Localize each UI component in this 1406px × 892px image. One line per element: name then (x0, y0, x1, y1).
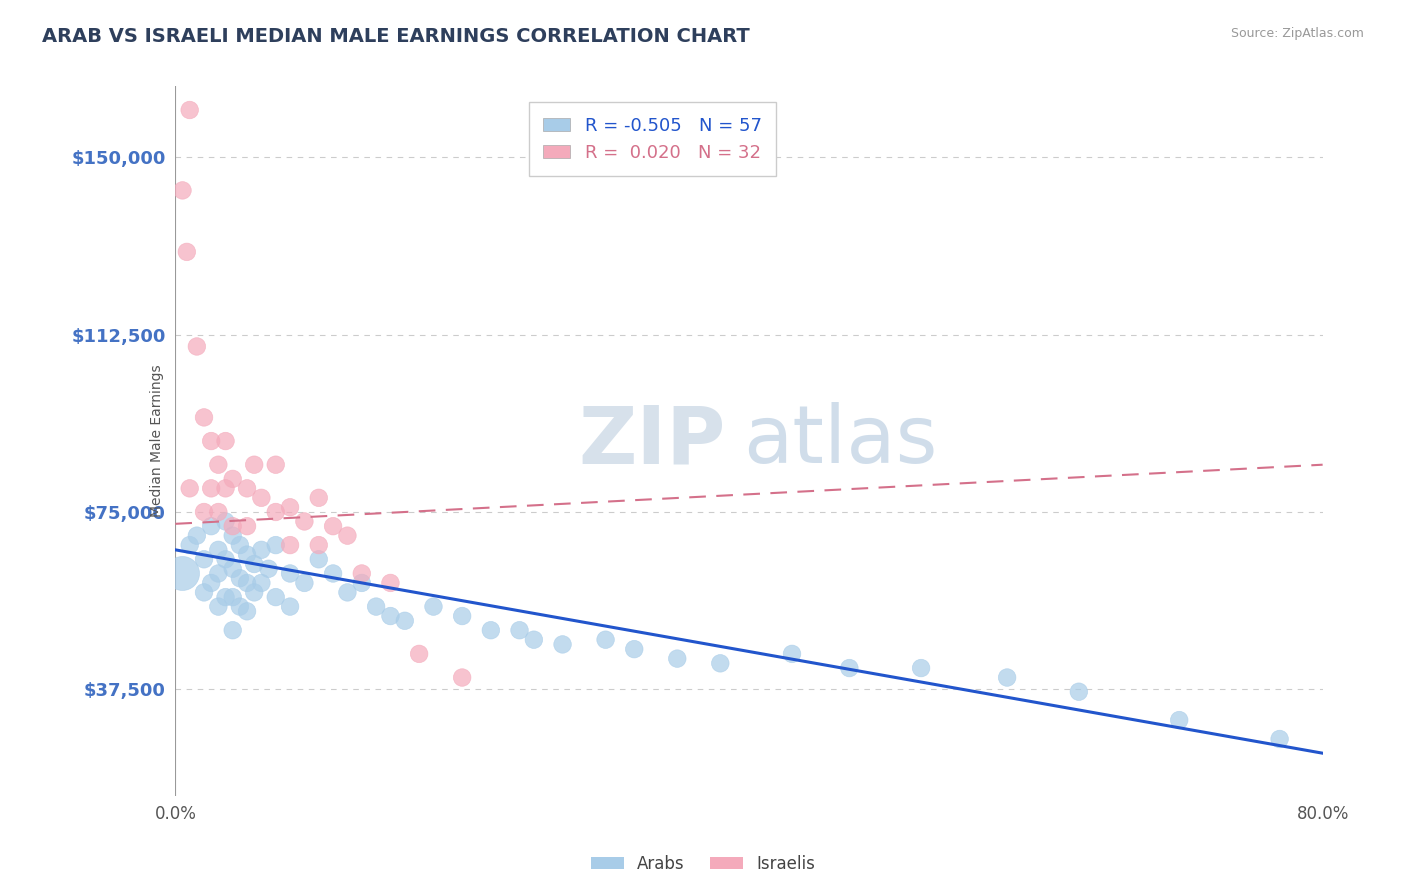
Point (394, 614, 416, 628)
Point (214, 434, 236, 448)
Point (222, 562, 245, 576)
Point (623, 642, 645, 657)
Point (179, 103, 201, 117)
Point (222, 528, 245, 542)
Point (214, 590, 236, 604)
Point (236, 548, 259, 562)
Point (523, 632, 546, 647)
Point (278, 599, 301, 614)
Point (322, 519, 344, 533)
Text: atlas: atlas (744, 402, 938, 480)
Point (222, 519, 245, 533)
Point (294, 515, 316, 529)
Legend: R = -0.505   N = 57, R =  0.020   N = 32: R = -0.505 N = 57, R = 0.020 N = 32 (529, 103, 776, 177)
Point (193, 505, 215, 519)
Point (193, 410, 215, 425)
Point (264, 505, 287, 519)
Point (551, 637, 574, 651)
Point (408, 647, 430, 661)
Point (214, 515, 236, 529)
Point (207, 566, 229, 581)
Point (207, 458, 229, 472)
Point (257, 562, 280, 576)
Point (250, 576, 273, 591)
Point (308, 538, 330, 552)
Y-axis label: Median Male Earnings: Median Male Earnings (150, 365, 165, 517)
Text: ARAB VS ISRAELI MEDIAN MALE EARNINGS CORRELATION CHART: ARAB VS ISRAELI MEDIAN MALE EARNINGS COR… (42, 27, 749, 45)
Point (172, 566, 194, 581)
Point (422, 599, 444, 614)
Point (214, 481, 236, 495)
Point (200, 481, 222, 495)
Point (666, 651, 689, 665)
Point (229, 538, 252, 552)
Point (838, 661, 860, 675)
Point (200, 519, 222, 533)
Point (479, 624, 502, 638)
Point (186, 339, 208, 353)
Point (451, 609, 474, 624)
Point (229, 571, 252, 585)
Point (229, 599, 252, 614)
Point (366, 599, 388, 614)
Point (264, 590, 287, 604)
Point (308, 552, 330, 566)
Point (264, 458, 287, 472)
Point (322, 566, 344, 581)
Text: ZIP: ZIP (579, 402, 725, 480)
Point (222, 472, 245, 486)
Point (780, 647, 803, 661)
Point (709, 657, 731, 671)
Point (243, 557, 266, 571)
Point (243, 585, 266, 599)
Text: Source: ZipAtlas.com: Source: ZipAtlas.com (1230, 27, 1364, 40)
Point (236, 604, 259, 618)
Point (1067, 684, 1090, 698)
Point (294, 576, 316, 591)
Point (179, 538, 201, 552)
Point (236, 576, 259, 591)
Point (176, 244, 198, 259)
Point (278, 538, 301, 552)
Point (207, 599, 229, 614)
Point (179, 481, 201, 495)
Point (264, 538, 287, 552)
Point (193, 585, 215, 599)
Point (995, 671, 1018, 685)
Point (451, 671, 474, 685)
Point (350, 576, 373, 591)
Point (222, 590, 245, 604)
Legend: Arabs, Israelis: Arabs, Israelis (583, 848, 823, 880)
Point (250, 491, 273, 505)
Point (278, 500, 301, 515)
Point (207, 505, 229, 519)
Point (350, 566, 373, 581)
Point (222, 624, 245, 638)
Point (1268, 731, 1291, 746)
Point (243, 458, 266, 472)
Point (910, 661, 932, 675)
Point (186, 528, 208, 542)
Point (200, 576, 222, 591)
Point (250, 542, 273, 557)
Point (193, 552, 215, 566)
Point (308, 491, 330, 505)
Point (336, 585, 359, 599)
Point (336, 528, 359, 542)
Point (172, 183, 194, 197)
Point (214, 552, 236, 566)
Point (207, 542, 229, 557)
Point (380, 576, 402, 591)
Point (236, 519, 259, 533)
Point (595, 632, 617, 647)
Point (236, 481, 259, 495)
Point (1168, 713, 1191, 727)
Point (200, 434, 222, 448)
Point (380, 609, 402, 624)
Point (509, 624, 531, 638)
Point (278, 566, 301, 581)
